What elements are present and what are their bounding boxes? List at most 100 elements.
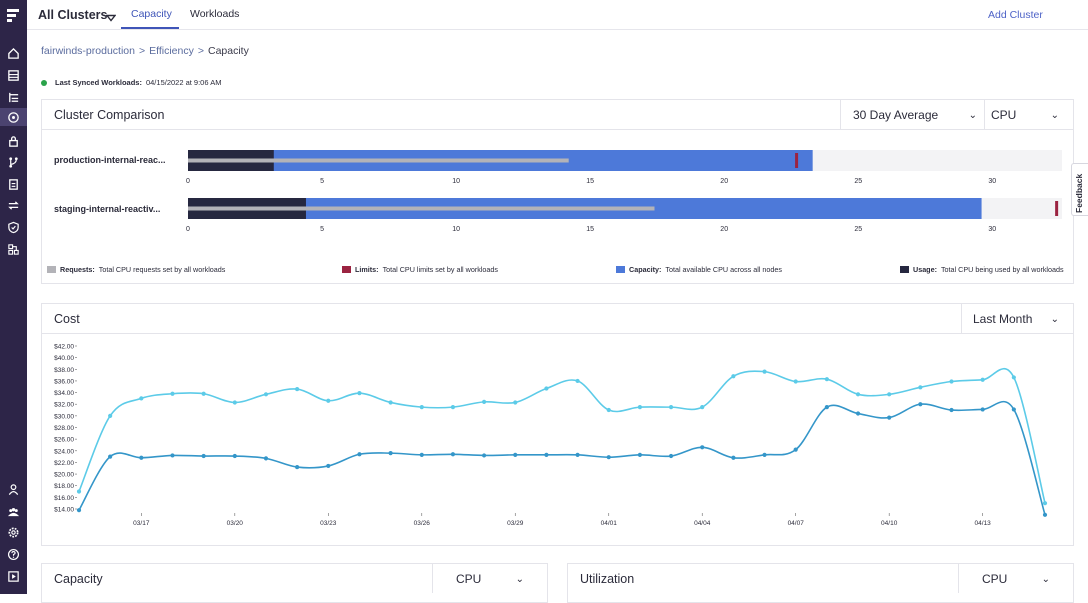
add-cluster-button[interactable]: Add Cluster — [988, 9, 1043, 21]
series-point — [295, 386, 300, 392]
report-icon[interactable] — [3, 175, 24, 193]
x-tick-label: 03/26 — [414, 520, 431, 527]
sync-status: Last Synced Workloads: 04/15/2022 at 9:0… — [41, 78, 221, 87]
settings-icon[interactable] — [3, 523, 24, 541]
cost-card: Cost Last Month ⌄ $14.00 $16.00 $18.00 $20.0… — [41, 303, 1074, 546]
security-icon[interactable] — [3, 132, 24, 150]
axis-tick-label: 15 — [586, 178, 594, 185]
legend-label: Capacity: — [629, 265, 662, 274]
utilization-resource-select[interactable]: CPU ⌄ — [982, 572, 1050, 586]
cluster-selector[interactable]: All Clusters — [38, 8, 108, 22]
series-line-1 — [78, 368, 1046, 504]
status-dot — [41, 79, 47, 86]
legend-desc: Total available CPU across all nodes — [665, 265, 783, 274]
list-icon[interactable] — [3, 66, 24, 84]
resource-select-value: CPU — [991, 108, 1017, 122]
branch-icon[interactable] — [3, 153, 24, 171]
cost-period-select[interactable]: Last Month ⌄ — [973, 312, 1059, 326]
legend-swatch — [47, 266, 56, 273]
chevron-down-icon[interactable] — [105, 9, 117, 27]
breadcrumb-separator: > — [197, 45, 204, 57]
series-point — [139, 396, 144, 401]
axis-tick-label: 15 — [586, 226, 594, 233]
transfer-icon[interactable] — [3, 196, 24, 214]
capacity-resource-select[interactable]: CPU ⌄ — [456, 572, 524, 586]
divider — [432, 564, 433, 593]
series-point — [76, 508, 82, 513]
y-tick-label: $16.00 — [54, 495, 74, 502]
series-point — [1042, 501, 1048, 506]
resource-select[interactable]: CPU ⌄ — [991, 108, 1059, 122]
x-tick-label: 04/07 — [788, 520, 805, 527]
series-point — [887, 392, 892, 397]
legend-swatch — [900, 266, 909, 273]
y-tick-label: $38.00 — [54, 367, 74, 374]
series-point — [544, 452, 549, 457]
series-point — [170, 453, 175, 458]
y-tick-label: $14.00 — [54, 507, 74, 514]
cluster-icon[interactable] — [0, 108, 27, 126]
help-icon[interactable] — [3, 545, 24, 563]
play-icon[interactable] — [3, 567, 24, 585]
x-tick-label: 04/10 — [881, 520, 898, 527]
tab-workloads[interactable]: Workloads — [190, 8, 240, 20]
fairwinds-logo[interactable] — [5, 8, 22, 26]
breadcrumb-item-efficiency[interactable]: Efficiency — [149, 45, 194, 57]
x-tick-label: 04/13 — [975, 520, 992, 527]
team-icon[interactable] — [3, 502, 24, 520]
network-icon[interactable] — [3, 240, 24, 258]
legend-usage: Usage: Total CPU being used by all worklo… — [900, 265, 1064, 274]
series-point — [731, 455, 736, 460]
legend-desc: Total CPU requests set by all workloads — [98, 265, 226, 274]
tree-list-icon[interactable] — [3, 88, 24, 106]
series-point — [606, 407, 611, 413]
feedback-tab[interactable]: Feedback — [1071, 163, 1088, 216]
series-point — [887, 415, 892, 420]
utilization-card: Utilization CPU ⌄ — [567, 563, 1074, 603]
legend-requests: Requests: Total CPU requests set by all w… — [47, 265, 225, 274]
series-point — [232, 400, 237, 405]
divider — [958, 564, 959, 593]
series-point — [637, 452, 643, 457]
series-point — [357, 391, 362, 396]
sync-value: 04/15/2022 at 9:06 AM — [145, 78, 222, 87]
series-point — [762, 452, 767, 457]
x-tick-label: 03/23 — [320, 520, 337, 527]
legend-label: Limits: — [355, 265, 379, 274]
series-point — [1042, 512, 1048, 517]
home-icon[interactable] — [3, 44, 24, 62]
axis-tick-label: 0 — [186, 226, 190, 233]
period-select[interactable]: 30 Day Average ⌄ — [853, 108, 977, 122]
series-point — [1011, 375, 1016, 380]
cluster-comparison-card: Cluster Comparison 30 Day Average ⌄ CPU ⌄ … — [41, 99, 1074, 284]
legend-desc: Total CPU being used by all workloads — [940, 265, 1064, 274]
y-tick-label: $22.00 — [54, 460, 74, 467]
series-point — [450, 405, 456, 410]
divider — [42, 333, 1073, 334]
series-point — [170, 391, 175, 396]
card-title: Cluster Comparison — [54, 108, 165, 122]
shield-icon[interactable] — [3, 218, 24, 236]
series-point — [201, 453, 206, 459]
axis-tick-label: 20 — [720, 226, 728, 233]
chevron-down-icon: ⌄ — [968, 109, 977, 121]
series-point — [326, 463, 331, 469]
tab-capacity[interactable]: Capacity — [131, 8, 172, 20]
series-point — [918, 385, 923, 390]
chevron-down-icon: ⌄ — [1050, 109, 1059, 121]
divider — [984, 100, 985, 129]
x-tick-label: 03/20 — [227, 520, 244, 527]
series-point — [824, 405, 829, 410]
breadcrumb-item-org[interactable]: fairwinds-production — [41, 45, 135, 57]
breadcrumb-item-current: Capacity — [208, 45, 249, 57]
series-point — [357, 452, 362, 457]
chevron-down-icon: ⌄ — [1041, 573, 1050, 585]
series-point — [326, 398, 331, 403]
axis-tick-label: 5 — [320, 226, 324, 233]
axis-tick-label: 25 — [854, 178, 862, 185]
series-point — [513, 452, 518, 457]
user-icon[interactable] — [3, 480, 24, 498]
top-bar: All Clusters Capacity Workloads Add Clus… — [27, 0, 1088, 30]
series-point — [108, 454, 113, 459]
legend-capacity: Capacity: Total available CPU across all … — [616, 265, 782, 274]
